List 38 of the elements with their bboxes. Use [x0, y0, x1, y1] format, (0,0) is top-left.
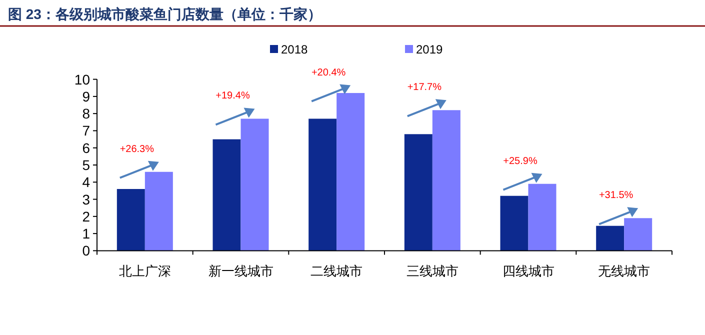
legend-label: 2018 [281, 42, 308, 56]
bar [624, 218, 652, 251]
ytick: 4 [82, 174, 90, 190]
x-tick-label: 无线城市 [598, 264, 650, 279]
ytick: 1 [82, 226, 90, 242]
annotation: +26.3% [120, 144, 154, 155]
annotation: +17.7% [407, 82, 442, 94]
x-tick-label: 新一线城市 [208, 264, 274, 279]
text: +20.4% [311, 67, 346, 78]
bar [212, 139, 241, 251]
ytick: 2 [82, 208, 90, 224]
x-tick-label: 北上广深 [118, 264, 171, 279]
bar [404, 134, 432, 251]
legend-label: 2019 [416, 42, 444, 56]
chart-title: 图 23：各级别城市酸菜鱼门店数量（单位：千家） [8, 6, 322, 22]
ytick: 0 [82, 242, 90, 259]
bar [116, 188, 145, 251]
annotation: +31.5% [598, 190, 634, 202]
ytick: 9 [82, 88, 90, 104]
annotation: +25.9% [503, 156, 538, 167]
bar [432, 110, 460, 251]
ytick: 10 [74, 71, 90, 88]
bar [144, 172, 173, 251]
ytick: 6 [82, 140, 90, 156]
bar [596, 226, 624, 251]
ytick: 3 [82, 191, 90, 208]
ytick: 7 [82, 122, 90, 139]
ytick: 5 [82, 157, 90, 173]
x-tick-label: 四线城市 [502, 264, 554, 279]
bar [308, 118, 337, 251]
bar [528, 184, 556, 251]
x-tick-label: 三线城市 [406, 264, 458, 279]
bar [336, 93, 365, 251]
annotation: +19.4% [216, 90, 250, 102]
ytick: 8 [82, 106, 90, 122]
x-tick-label: 二线城市 [310, 264, 363, 279]
bar [240, 118, 269, 251]
bar [500, 196, 528, 251]
